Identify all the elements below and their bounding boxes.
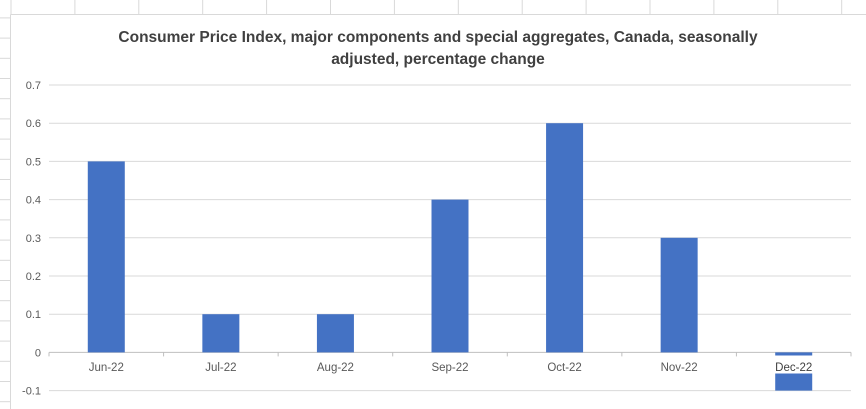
y-axis-label-0.6[interactable]: 0.6 [26,118,41,130]
category-label-jul-22[interactable]: Jul-22 [205,362,236,374]
y-axis-label-0.3[interactable]: 0.3 [26,233,41,245]
y-axis-label-0.2[interactable]: 0.2 [26,271,41,283]
chart-title-line1: Consumer Price Index, major components a… [118,29,758,46]
category-label-jun-22[interactable]: Jun-22 [89,362,124,374]
y-axis-label-0.7[interactable]: 0.7 [26,80,41,92]
chart-title[interactable]: Consumer Price Index, major components a… [63,27,813,71]
bar-nov-22[interactable] [660,237,698,353]
bar-jun-22[interactable] [87,161,125,353]
y-axis-label-0.5[interactable]: 0.5 [26,156,41,168]
bar-aug-22[interactable] [316,314,354,353]
category-label-dec-22[interactable]: Dec-22 [775,362,812,374]
y-axis-label-0.4[interactable]: 0.4 [26,195,41,207]
category-label-oct-22[interactable]: Oct-22 [547,362,582,374]
category-label-aug-22[interactable]: Aug-22 [317,362,354,374]
bar-sep-22[interactable] [431,199,469,353]
chart-title-line2: adjusted, percentage change [331,51,545,68]
category-label-box-dec-22 [774,355,813,374]
bar-jul-22[interactable] [202,314,240,353]
y-axis-label-0[interactable]: 0 [35,347,41,359]
category-label-nov-22[interactable]: Nov-22 [661,362,698,374]
category-label-sep-22[interactable]: Sep-22 [431,362,468,374]
y-axis-label--0.1[interactable]: -0.1 [22,386,41,398]
bar-oct-22[interactable] [546,123,584,353]
y-axis-label-0.1[interactable]: 0.1 [26,309,41,321]
